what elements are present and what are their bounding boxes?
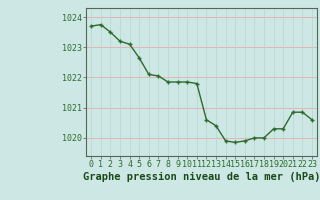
X-axis label: Graphe pression niveau de la mer (hPa): Graphe pression niveau de la mer (hPa) <box>83 172 320 182</box>
